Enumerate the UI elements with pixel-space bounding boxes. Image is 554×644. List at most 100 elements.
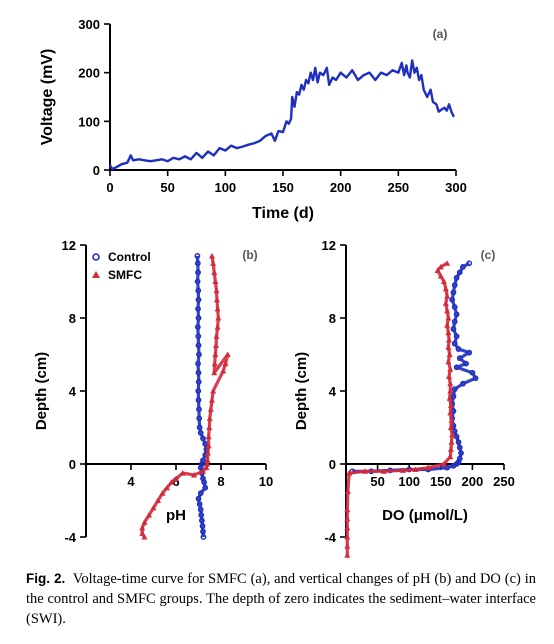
control-data-point — [196, 501, 203, 508]
panel-a-voltage-time: 0 50 100 150 200 250 300 0 100 200 300 Time (d) Volt… — [39, 17, 467, 222]
data-point — [172, 157, 175, 159]
smfc-data-point — [205, 442, 212, 449]
y-tick-label: 12 — [322, 238, 336, 253]
control-data-point — [451, 386, 458, 393]
data-point — [129, 154, 132, 157]
smfc-data-point — [440, 278, 447, 284]
x-tick-label: 150 — [272, 180, 294, 195]
smfc-data-point — [449, 431, 456, 438]
data-point — [287, 122, 290, 125]
control-data-point — [198, 517, 205, 524]
control-data-point — [453, 311, 460, 318]
data-point — [351, 69, 354, 72]
smfc-data-point — [445, 344, 452, 350]
data-point — [437, 110, 440, 113]
data-point — [415, 67, 418, 69]
data-point — [285, 120, 288, 123]
data-point — [293, 105, 296, 108]
data-point — [143, 159, 146, 162]
smfc-data-point — [361, 468, 368, 474]
control-data-point — [195, 397, 202, 404]
smfc-data-point — [447, 402, 454, 409]
data-point — [120, 163, 123, 165]
control-data-point — [444, 464, 451, 471]
y-tick-label: 300 — [78, 17, 100, 32]
control-data-point — [456, 269, 463, 276]
control-data-point — [449, 296, 456, 303]
data-point — [201, 157, 204, 159]
data-point — [282, 131, 284, 133]
smfc-data-point — [191, 471, 197, 478]
control-data-point — [194, 260, 201, 267]
control-data-point — [200, 534, 207, 540]
data-point — [132, 159, 134, 162]
smfc-data-point — [446, 395, 453, 401]
caption-label: Fig. 2. — [26, 571, 66, 586]
data-point — [195, 152, 198, 154]
control-data-point — [451, 340, 458, 347]
smfc-data-point — [445, 315, 452, 321]
data-point — [298, 93, 300, 96]
control-data-point — [451, 304, 458, 310]
control-data-point — [194, 324, 201, 331]
x-axis-title: Time (d) — [252, 205, 314, 222]
data-point — [264, 135, 267, 137]
control-data-point — [196, 415, 203, 422]
control-data-point — [456, 444, 463, 451]
control-data-point — [195, 333, 202, 340]
smfc-data-point — [446, 351, 453, 357]
x-tick-label: 200 — [462, 474, 484, 489]
smfc-data-point — [209, 397, 215, 403]
smfc-data-point — [344, 543, 351, 549]
data-point — [305, 79, 307, 81]
data-point — [126, 161, 129, 164]
control-data-point — [197, 464, 204, 471]
x-tick-label: 50 — [370, 474, 384, 489]
data-point — [309, 71, 312, 74]
control-data-point — [197, 490, 204, 497]
smfc-data-point — [425, 464, 432, 471]
smfc-data-point — [447, 380, 454, 387]
data-point — [224, 149, 227, 152]
data-point — [270, 132, 273, 135]
smfc-data-point — [155, 497, 161, 503]
smfc-data-point — [447, 424, 454, 430]
smfc-data-point — [212, 351, 219, 357]
smfc-data-point — [445, 329, 452, 336]
smfc-data-point — [214, 324, 221, 330]
data-point — [300, 84, 303, 86]
smfc-data-point — [444, 293, 451, 299]
x-tick-label: 250 — [493, 474, 515, 489]
smfc-data-point — [141, 519, 148, 525]
legend-label: Control — [108, 250, 151, 264]
data-point — [230, 144, 232, 147]
smfc-data-point — [213, 287, 220, 294]
data-point — [241, 145, 244, 148]
smfc-data-point — [442, 300, 449, 306]
smfc-data-point — [448, 417, 455, 423]
data-point — [109, 164, 111, 166]
data-point — [411, 59, 413, 62]
data-point — [339, 71, 342, 74]
smfc-data-point — [200, 468, 206, 474]
control-data-point — [195, 287, 202, 294]
smfc-data-point — [444, 260, 451, 266]
control-series-line — [352, 261, 478, 473]
x-tick-label: 0 — [106, 180, 113, 195]
data-point — [426, 96, 428, 98]
legend-smfc-marker — [92, 271, 100, 278]
control-data-point — [451, 318, 458, 325]
data-point — [314, 67, 317, 69]
control-data-point — [196, 406, 202, 413]
smfc-data-point — [437, 263, 444, 270]
data-point — [291, 96, 294, 98]
smfc-data-point — [447, 446, 454, 452]
smfc-data-point — [224, 351, 231, 357]
smfc-data-point — [205, 433, 212, 440]
data-point — [374, 79, 377, 81]
control-data-point — [196, 424, 203, 431]
panel-c-do-depth: 50 100 150 200 250 -4 0 4 8 12 DO (μmol/L) Depth (c… — [293, 238, 515, 558]
figure-caption: Fig. 2. Voltage-time curve for SMFC (a),… — [26, 569, 536, 629]
smfc-data-point — [448, 439, 455, 445]
smfc-data-point — [164, 484, 170, 491]
